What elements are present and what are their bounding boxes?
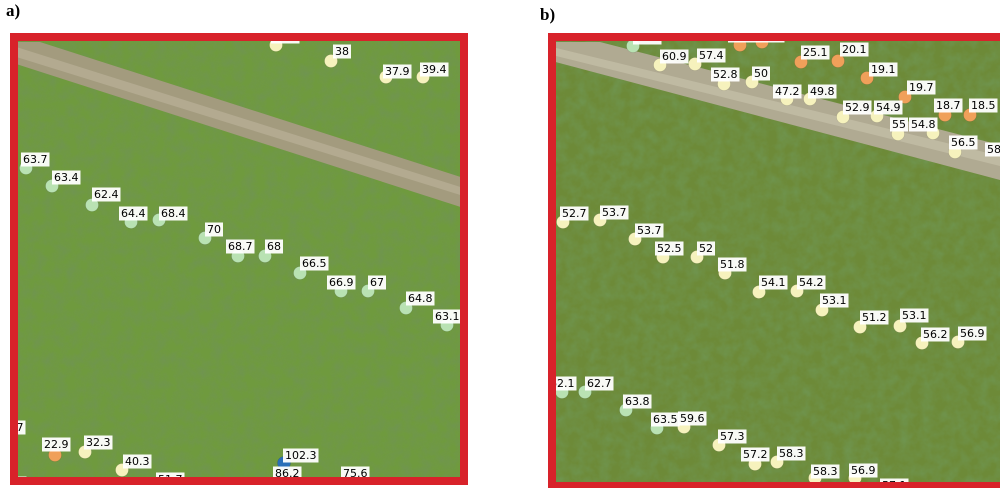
point-label: 63.4 xyxy=(54,171,79,184)
point-label: 54.8 xyxy=(911,118,936,131)
point-label: 49.8 xyxy=(810,85,835,98)
point-label: 62.4 xyxy=(94,188,119,201)
point-label: 53.7 xyxy=(602,206,627,219)
point-label: 54.1 xyxy=(761,276,786,289)
point-label: 68.4 xyxy=(161,207,186,220)
panel-letter: a) xyxy=(6,1,20,20)
panel-letter: b) xyxy=(540,5,555,24)
point-label: 25.1 xyxy=(803,46,828,59)
point-label: 47.2 xyxy=(775,85,800,98)
point-label: 52.7 xyxy=(562,207,587,220)
point-label: 18.7 xyxy=(936,99,961,112)
point-label: 58.3 xyxy=(813,465,838,478)
point-label: 53.1 xyxy=(902,309,927,322)
point-label: 51.8 xyxy=(720,258,745,271)
point-label: 20.1 xyxy=(842,43,867,56)
point-label: 68 xyxy=(267,240,281,253)
point-label: 64.8 xyxy=(408,292,433,305)
point-label: 68.7 xyxy=(228,240,253,253)
point-label: 102.3 xyxy=(285,449,317,462)
point-label: 59.6 xyxy=(680,412,705,425)
point-label: 54.9 xyxy=(876,101,901,114)
point-label: 57.2 xyxy=(743,448,768,461)
point-label: 52 xyxy=(699,242,713,255)
point-label: 64.4 xyxy=(121,207,146,220)
point-label: 58 xyxy=(987,143,1000,156)
point-label: 52.5 xyxy=(657,242,682,255)
point-label: 62.7 xyxy=(587,377,612,390)
point-label: 56.2 xyxy=(923,328,948,341)
point-label: 22.9 xyxy=(44,438,69,451)
point-label: 63.8 xyxy=(625,395,650,408)
point-label: 53.1 xyxy=(822,294,847,307)
point-label: 56.5 xyxy=(951,136,976,149)
point-label: 56.9 xyxy=(851,464,876,477)
point-label: 55 xyxy=(892,118,906,131)
point-label: 40.3 xyxy=(125,455,150,468)
point-label: 52.8 xyxy=(713,68,738,81)
point-label: 67 xyxy=(370,276,384,289)
figure: a) b) 38.93837.939.463.763.462.464.468.4… xyxy=(0,0,1000,489)
point-label: 57.4 xyxy=(699,49,724,62)
point-label: 63.7 xyxy=(23,153,48,166)
point-label: 58.3 xyxy=(779,447,804,460)
point-label: 38 xyxy=(335,45,349,58)
point-label: 19.7 xyxy=(909,81,934,94)
point-label: 18.5 xyxy=(971,99,996,112)
point-label: 32.3 xyxy=(86,436,111,449)
point-label: 66.9 xyxy=(329,276,354,289)
point-label: 63.1 xyxy=(435,310,460,323)
point-label: 70 xyxy=(207,223,221,236)
point-label: 57.3 xyxy=(720,430,745,443)
point-label: 39.4 xyxy=(422,63,447,76)
point-label: 53.7 xyxy=(637,224,662,237)
point-label: 60.9 xyxy=(662,50,687,63)
point-label: 56.9 xyxy=(960,327,985,340)
point-label: 37.9 xyxy=(385,65,410,78)
point-label: 52.9 xyxy=(845,101,870,114)
point-label: 63.5 xyxy=(653,413,678,426)
point-label: 51.2 xyxy=(862,311,887,324)
point-label: 50 xyxy=(754,67,768,80)
point-label: 54.2 xyxy=(799,276,824,289)
point-label: 19.1 xyxy=(871,63,896,76)
point-label: 66.5 xyxy=(302,257,327,270)
